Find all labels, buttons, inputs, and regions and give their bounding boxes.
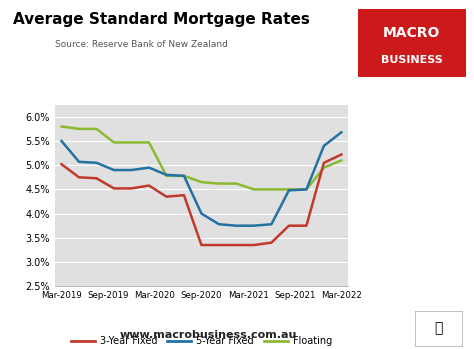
- Text: www.macrobusiness.com.au: www.macrobusiness.com.au: [120, 330, 297, 340]
- Legend: 3-Year Fixed, 5-Year Fixed, Floating: 3-Year Fixed, 5-Year Fixed, Floating: [67, 333, 336, 349]
- Text: MACRO: MACRO: [383, 25, 441, 39]
- Text: Source: Reserve Bank of New Zealand: Source: Reserve Bank of New Zealand: [55, 40, 228, 49]
- Text: Average Standard Mortgage Rates: Average Standard Mortgage Rates: [13, 12, 310, 27]
- Text: BUSINESS: BUSINESS: [381, 55, 443, 65]
- Text: 🐺: 🐺: [434, 321, 443, 335]
